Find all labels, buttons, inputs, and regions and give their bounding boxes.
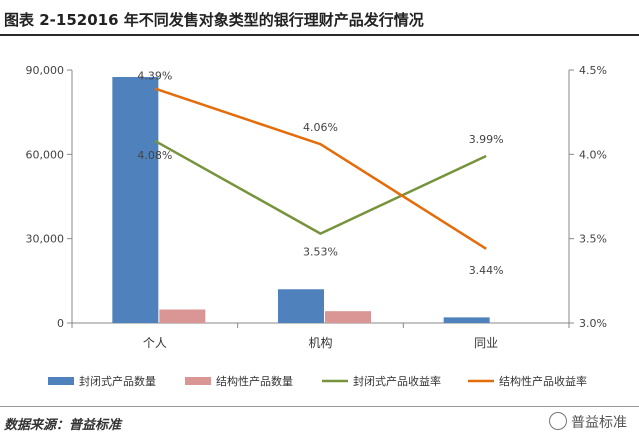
left-tick-label: 90,000 bbox=[26, 64, 65, 77]
data-source: 数据来源：普益标准 bbox=[4, 418, 122, 433]
bar bbox=[278, 289, 324, 323]
legend-label: 封闭式产品收益率 bbox=[353, 374, 441, 388]
title-divider bbox=[0, 34, 639, 36]
right-tick-label: 3.5% bbox=[579, 233, 607, 246]
left-tick-label: 0 bbox=[57, 317, 64, 330]
bar bbox=[325, 311, 371, 323]
right-tick-label: 3.0% bbox=[579, 317, 607, 330]
watermark: 普益标准 bbox=[549, 412, 627, 432]
data-label: 4.06% bbox=[303, 121, 338, 134]
data-label: 3.53% bbox=[303, 246, 338, 259]
right-tick-label: 4.0% bbox=[579, 148, 607, 161]
bar bbox=[443, 317, 490, 323]
left-tick-label: 30,000 bbox=[26, 233, 65, 246]
bar bbox=[112, 77, 159, 324]
x-tick-label: 同业 bbox=[474, 336, 498, 350]
bar bbox=[159, 309, 206, 323]
right-tick-label: 4.5% bbox=[579, 64, 607, 77]
x-tick-label: 机构 bbox=[308, 335, 332, 350]
data-label: 4.08% bbox=[137, 149, 172, 162]
left-tick-label: 60,000 bbox=[26, 148, 65, 161]
legend-label: 结构性产品收益率 bbox=[499, 374, 587, 388]
chart-title: 图表 2-152016 年不同发售对象类型的银行理财产品发行情况 bbox=[4, 11, 424, 29]
source-divider bbox=[0, 406, 639, 407]
legend-swatch bbox=[48, 377, 74, 385]
wechat-icon bbox=[549, 412, 567, 430]
legend-label: 封闭式产品数量 bbox=[79, 374, 156, 388]
legend-swatch bbox=[185, 377, 211, 385]
legend-label: 结构性产品数量 bbox=[216, 374, 293, 388]
combo-chart: 0 30,000 60,000 90,000 3.0% 3.5% 4.0% 4.5% 个人 机构 同… bbox=[26, 64, 607, 388]
data-label: 4.39% bbox=[137, 70, 172, 83]
series-line bbox=[154, 87, 487, 250]
watermark-text: 普益标准 bbox=[571, 415, 627, 431]
data-label: 3.44% bbox=[469, 264, 504, 277]
series-line bbox=[154, 139, 487, 235]
x-tick-label: 个人 bbox=[143, 336, 167, 350]
data-label: 3.99% bbox=[469, 133, 504, 146]
